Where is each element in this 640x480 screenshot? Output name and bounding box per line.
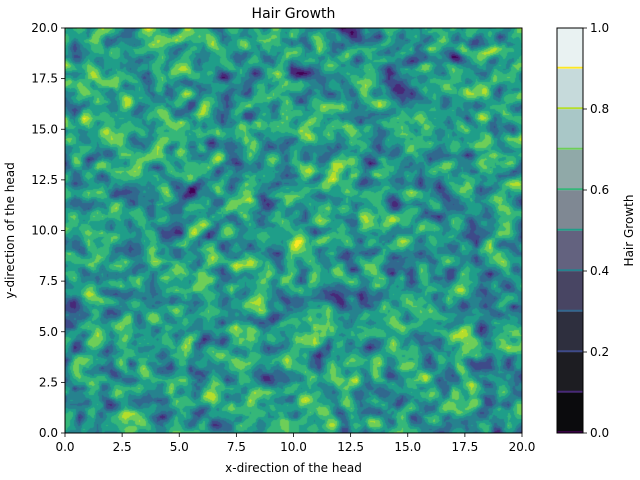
x-tick-label: 17.5 bbox=[452, 440, 479, 454]
y-tick-label: 7.5 bbox=[39, 274, 58, 288]
colorbar-level bbox=[557, 68, 583, 110]
x-tick-label: 5.0 bbox=[170, 440, 189, 454]
colorbar-tick-label: 0.0 bbox=[590, 426, 609, 440]
y-tick-label: 0.0 bbox=[39, 426, 58, 440]
y-tick-label: 10.0 bbox=[31, 224, 58, 238]
y-tick-label: 5.0 bbox=[39, 325, 58, 339]
colorbar-level bbox=[557, 28, 583, 69]
y-tick-label: 17.5 bbox=[31, 72, 58, 86]
colorbar-tick-label: 0.8 bbox=[590, 102, 609, 116]
x-axis-ticks: 0.0 2.5 5.0 7.5 10.0 12.5 15.0 17.5 20.0 bbox=[55, 433, 535, 454]
y-tick-label: 2.5 bbox=[39, 375, 58, 389]
x-axis-label: x-direction of the head bbox=[225, 461, 362, 475]
colorbar-tick-label: 0.2 bbox=[590, 345, 609, 359]
colorbar-level bbox=[557, 271, 583, 312]
x-tick-label: 0.0 bbox=[55, 440, 74, 454]
x-tick-label: 20.0 bbox=[509, 440, 536, 454]
colorbar-level bbox=[557, 352, 583, 393]
colorbar-ticks: 0.0 0.2 0.4 0.6 0.8 1.0 bbox=[583, 21, 609, 440]
colorbar-tick-label: 1.0 bbox=[590, 21, 609, 35]
y-tick-label: 20.0 bbox=[31, 21, 58, 35]
y-axis-ticks: 0.0 2.5 5.0 7.5 10.0 12.5 15.0 17.5 20.0 bbox=[31, 21, 65, 440]
y-tick-label: 15.0 bbox=[31, 122, 58, 136]
y-tick-label: 12.5 bbox=[31, 173, 58, 187]
colorbar-level bbox=[557, 190, 583, 231]
colorbar-tick-label: 0.4 bbox=[590, 264, 609, 278]
x-tick-label: 2.5 bbox=[113, 440, 132, 454]
heatmap-plot-area bbox=[64, 27, 523, 434]
x-tick-label: 7.5 bbox=[227, 440, 246, 454]
colorbar bbox=[556, 27, 584, 434]
colorbar-level bbox=[557, 109, 583, 150]
y-axis-label: y-direction of the head bbox=[3, 162, 17, 298]
colorbar-level bbox=[557, 311, 583, 353]
colorbar-label: Hair Growth bbox=[622, 195, 636, 267]
colorbar-tick-label: 0.6 bbox=[590, 183, 609, 197]
heatmap-field bbox=[65, 28, 522, 433]
chart-title: Hair Growth bbox=[252, 6, 336, 22]
x-tick-label: 15.0 bbox=[394, 440, 421, 454]
colorbar-level bbox=[557, 392, 583, 434]
x-tick-label: 12.5 bbox=[337, 440, 364, 454]
colorbar-level bbox=[557, 230, 583, 272]
colorbar-frame bbox=[556, 27, 584, 434]
colorbar-level bbox=[557, 149, 583, 191]
x-tick-label: 10.0 bbox=[280, 440, 307, 454]
